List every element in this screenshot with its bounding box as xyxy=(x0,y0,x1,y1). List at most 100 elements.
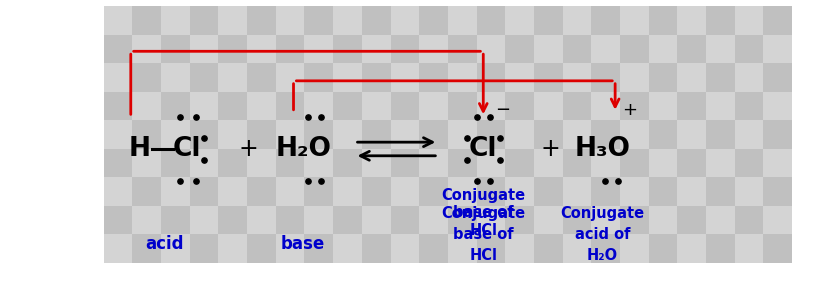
Bar xyxy=(620,177,648,206)
Bar xyxy=(620,92,648,120)
Bar xyxy=(276,206,305,234)
Bar xyxy=(190,149,218,177)
Bar xyxy=(534,177,563,206)
Bar xyxy=(534,35,563,63)
Text: −: − xyxy=(495,101,510,119)
Bar xyxy=(706,6,735,35)
Bar xyxy=(505,234,534,263)
Bar xyxy=(648,35,677,63)
Bar xyxy=(161,177,190,206)
Bar xyxy=(133,149,161,177)
Bar xyxy=(764,35,792,63)
Bar xyxy=(362,149,390,177)
Bar xyxy=(505,92,534,120)
Bar xyxy=(563,149,591,177)
Bar xyxy=(390,177,419,206)
Bar xyxy=(390,206,419,234)
Bar xyxy=(735,120,764,149)
Bar xyxy=(218,35,247,63)
Bar xyxy=(591,206,620,234)
Bar xyxy=(362,120,390,149)
Bar xyxy=(706,63,735,92)
Bar xyxy=(333,63,362,92)
Bar xyxy=(104,92,133,120)
Bar xyxy=(648,234,677,263)
Bar xyxy=(362,234,390,263)
Bar xyxy=(190,92,218,120)
Bar xyxy=(218,234,247,263)
Bar xyxy=(161,234,190,263)
Bar xyxy=(476,120,505,149)
Bar xyxy=(648,6,677,35)
Bar xyxy=(476,234,505,263)
Bar xyxy=(133,120,161,149)
Bar xyxy=(505,120,534,149)
Bar xyxy=(276,177,305,206)
Bar xyxy=(161,63,190,92)
Bar xyxy=(505,149,534,177)
Bar xyxy=(276,149,305,177)
Text: +: + xyxy=(622,101,637,119)
Bar xyxy=(706,120,735,149)
Bar xyxy=(247,177,276,206)
Bar xyxy=(677,206,706,234)
Bar xyxy=(305,63,333,92)
Bar xyxy=(476,6,505,35)
Bar xyxy=(276,35,305,63)
Bar xyxy=(735,6,764,35)
Text: Cl: Cl xyxy=(173,136,202,162)
Bar xyxy=(161,149,190,177)
Bar xyxy=(648,149,677,177)
Bar xyxy=(620,120,648,149)
Bar xyxy=(133,92,161,120)
Bar xyxy=(247,149,276,177)
Bar xyxy=(247,6,276,35)
Bar xyxy=(706,177,735,206)
Bar xyxy=(276,63,305,92)
Bar xyxy=(390,63,419,92)
Bar xyxy=(218,6,247,35)
Bar xyxy=(591,234,620,263)
Bar xyxy=(677,234,706,263)
Bar xyxy=(218,120,247,149)
Bar xyxy=(764,149,792,177)
Bar xyxy=(161,206,190,234)
Bar xyxy=(247,35,276,63)
Bar xyxy=(476,206,505,234)
Bar xyxy=(706,234,735,263)
Bar xyxy=(764,120,792,149)
Text: base: base xyxy=(281,235,325,253)
Bar xyxy=(706,35,735,63)
Bar xyxy=(764,92,792,120)
Bar xyxy=(419,234,448,263)
Bar xyxy=(390,234,419,263)
Bar xyxy=(390,6,419,35)
Bar xyxy=(764,63,792,92)
Bar xyxy=(448,63,476,92)
Bar xyxy=(133,206,161,234)
Bar xyxy=(305,177,333,206)
Bar xyxy=(104,177,133,206)
Bar xyxy=(620,234,648,263)
Bar xyxy=(677,35,706,63)
Bar xyxy=(677,63,706,92)
Bar xyxy=(362,177,390,206)
Bar xyxy=(247,63,276,92)
Bar xyxy=(390,149,419,177)
Bar xyxy=(305,35,333,63)
Bar xyxy=(648,92,677,120)
Bar xyxy=(563,35,591,63)
Bar xyxy=(735,92,764,120)
Bar xyxy=(247,120,276,149)
Bar xyxy=(735,177,764,206)
Text: Conjugate
base of
HCl: Conjugate base of HCl xyxy=(442,188,525,237)
Bar xyxy=(333,92,362,120)
Bar xyxy=(161,6,190,35)
Bar xyxy=(362,6,390,35)
Bar xyxy=(476,63,505,92)
Bar xyxy=(764,234,792,263)
Bar xyxy=(534,63,563,92)
Bar xyxy=(419,177,448,206)
Bar xyxy=(476,35,505,63)
Bar xyxy=(505,35,534,63)
